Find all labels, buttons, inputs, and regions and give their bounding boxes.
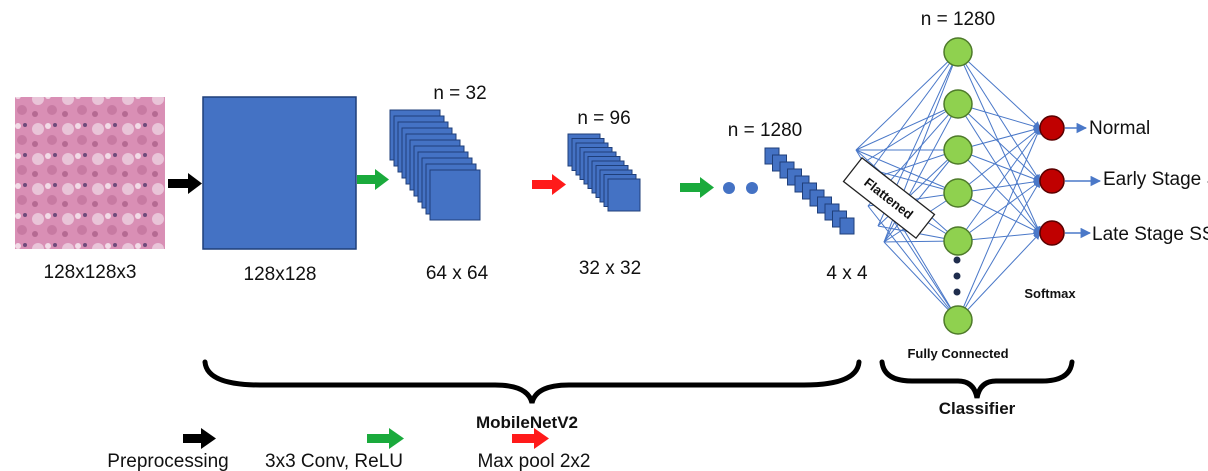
output-node (1039, 115, 1065, 141)
backbone-brace (202, 359, 862, 404)
fc-count-label: n = 1280 (921, 9, 996, 30)
fc-node (943, 37, 973, 67)
layer-size-label: 128x128 (244, 264, 317, 285)
legend-swatch-preprocessing (183, 434, 201, 443)
fc-node (943, 226, 973, 256)
legend-swatch-maxpool (512, 434, 534, 443)
classifier-brace (879, 359, 1075, 399)
layer-count-label: n = 32 (433, 83, 486, 104)
legend-swatch-conv (367, 434, 389, 443)
layer-stack-4 (764, 147, 855, 235)
input-size-label: 128x128x3 (44, 262, 137, 283)
layer-size-label: 64 x 64 (426, 263, 489, 284)
legend-label-maxpool: Max pool 2x2 (477, 451, 590, 471)
output-label-late: Late Stage SSc (1092, 224, 1208, 245)
legend-label-preprocessing: Preprocessing (107, 451, 228, 471)
output-node (1039, 220, 1065, 246)
fc-ellipsis-dot (953, 272, 961, 280)
legend-maxpool: Max pool 2x2 (477, 428, 591, 471)
softmax-label: Softmax (1024, 286, 1076, 301)
output-nodes (1039, 115, 1102, 246)
arrow-conv-2 (680, 177, 714, 198)
legend-preprocessing: Preprocessing (107, 428, 229, 471)
output-label-early: Early Stage SSc (1103, 169, 1208, 190)
ellipsis-dot (746, 182, 758, 194)
fc-node (943, 135, 973, 165)
ellipsis-dot (723, 182, 735, 194)
arrow-maxpool (532, 174, 566, 195)
layer-block-128 (202, 96, 357, 250)
layer-4-map (839, 217, 855, 235)
layer-count-label: n = 1280 (728, 120, 803, 141)
fc-node (943, 178, 973, 208)
output-node (1039, 168, 1065, 194)
fully-connected-label: Fully Connected (907, 346, 1008, 361)
fc-node (943, 89, 973, 119)
layer-64-map (429, 169, 481, 221)
layer-size-label: 4 x 4 (826, 263, 868, 284)
classifier-label: Classifier (939, 399, 1016, 418)
layer-size-label: 32 x 32 (579, 258, 641, 279)
layer-stack-32 (567, 133, 641, 212)
fc-nodes (943, 37, 973, 335)
input-image (15, 97, 165, 249)
fc-connections (855, 51, 1041, 321)
arrow-preprocessing (168, 173, 202, 194)
layer-count-label: n = 96 (577, 108, 630, 129)
layer-32-map (607, 178, 641, 212)
legend-label-conv: 3x3 Conv, ReLU (265, 451, 403, 471)
arrow-conv-1 (357, 169, 389, 190)
layer-stack-64 (389, 109, 481, 221)
legend-conv: 3x3 Conv, ReLU (265, 428, 404, 471)
output-label-normal: Normal (1089, 118, 1150, 139)
fc-node (943, 305, 973, 335)
backbone-label: MobileNetV2 (476, 413, 578, 432)
fc-ellipsis-dot (953, 256, 961, 264)
fc-ellipsis-dot (953, 288, 961, 296)
